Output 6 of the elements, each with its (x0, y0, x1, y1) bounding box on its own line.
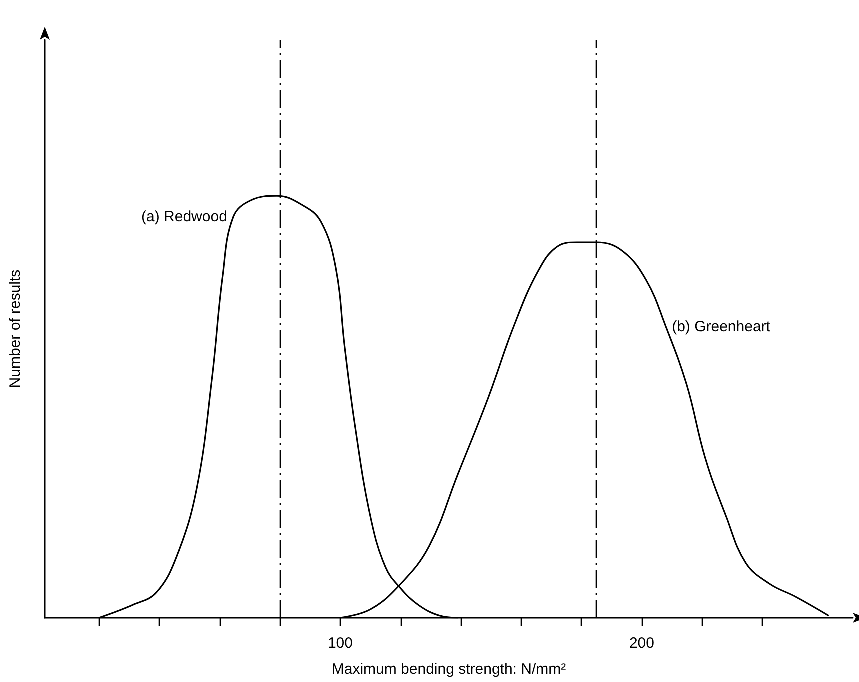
x-axis-title: Maximum bending strength: N/mm² (332, 661, 566, 678)
series-label: (a) Redwood (142, 208, 228, 226)
series-label: (b) Greenheart (672, 318, 772, 336)
x-tick-label: 200 (629, 635, 654, 652)
y-axis-title: Number of results (7, 270, 24, 388)
x-tick-label: 100 (328, 635, 353, 652)
